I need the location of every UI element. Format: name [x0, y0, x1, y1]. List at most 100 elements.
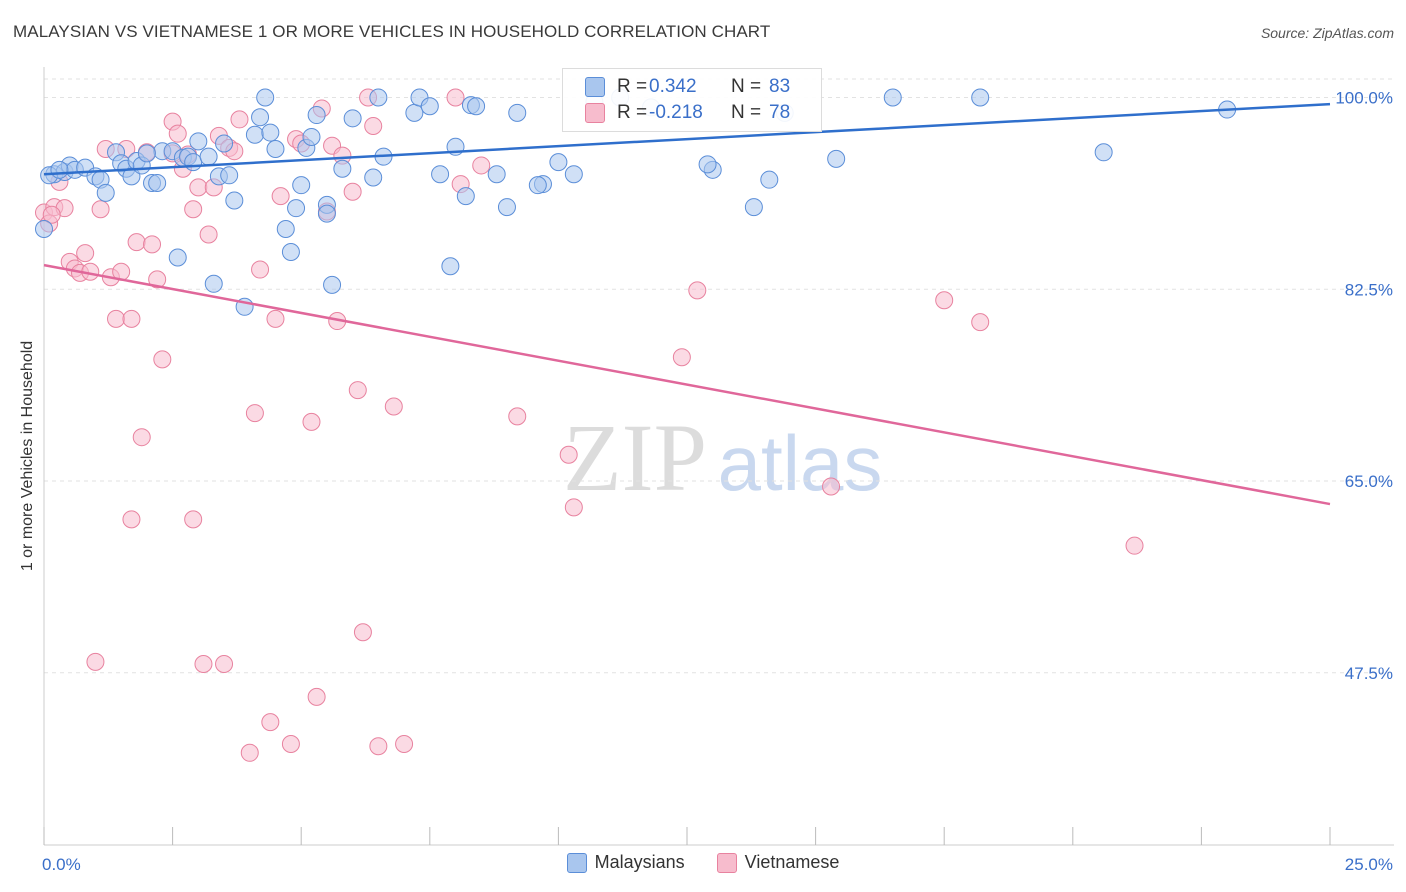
watermark-zip: ZIP	[563, 404, 707, 511]
vietnamese-point	[143, 235, 162, 254]
legend: Malaysians Vietnamese	[0, 852, 1406, 873]
vietnamese-point	[348, 381, 367, 400]
malaysian-point	[184, 153, 203, 172]
stats-row-malaysians: R = 0.342 N = 83	[585, 74, 790, 100]
n-label: N =	[731, 76, 762, 97]
malaysian-point	[256, 88, 275, 107]
malaysian-point	[292, 176, 311, 195]
vietnamese-point	[86, 652, 105, 671]
vietnamese-point	[369, 737, 388, 756]
malaysian-point	[364, 168, 383, 187]
malaysians-trend-line	[43, 102, 1331, 176]
vietnamese-point	[240, 743, 259, 762]
x-tick-label-max: 25.0%	[1345, 855, 1393, 874]
vietnamese-point	[199, 225, 218, 244]
malaysian-point	[369, 88, 388, 107]
vietnamese-point	[281, 735, 300, 754]
vietnamese-point	[251, 260, 270, 279]
vietnamese-point	[446, 88, 465, 107]
chart-title: MALAYSIAN VS VIETNAMESE 1 OR MORE VEHICL…	[13, 22, 771, 41]
malaysian-point	[564, 165, 583, 184]
malaysian-point	[276, 219, 295, 238]
malaysian-point	[744, 198, 763, 217]
trend-lines	[43, 102, 1331, 506]
malaysian-point	[343, 109, 362, 128]
vietnamese-point	[184, 510, 203, 529]
watermark-atlas: atlas	[718, 419, 883, 507]
malaysian-point	[215, 134, 234, 153]
vietnamese-point	[472, 156, 491, 175]
vietnamese-point	[353, 623, 372, 642]
malaysian-point	[204, 274, 223, 293]
malaysian-point	[441, 257, 460, 276]
vietnamese-point	[76, 244, 95, 263]
malaysian-point	[199, 147, 218, 166]
vietnamese-point	[688, 281, 707, 300]
r-label: R =	[617, 102, 648, 123]
vietnamese-point	[189, 178, 208, 197]
malaysian-point	[456, 187, 475, 206]
malaysian-point	[971, 88, 990, 107]
vietnamese-point	[971, 313, 990, 332]
n-value: 78	[769, 102, 791, 123]
vietnamese-point	[153, 350, 172, 369]
malaysian-point	[405, 103, 424, 122]
malaysian-point	[261, 123, 280, 142]
vietnamese-point	[184, 200, 203, 219]
y-tick-label: 65.0%	[1345, 472, 1393, 491]
malaysian-point	[528, 176, 547, 195]
vietnamese-point	[935, 291, 954, 310]
vietnamese-point	[395, 735, 414, 754]
r-label: R =	[617, 76, 648, 97]
malaysian-point	[698, 155, 717, 174]
vietnamese-point	[559, 445, 578, 464]
y-tick-label: 47.5%	[1345, 664, 1393, 683]
malaysian-point	[508, 103, 527, 122]
malaysian-point	[827, 149, 846, 168]
legend-item-vietnamese[interactable]: Vietnamese	[716, 852, 840, 873]
vietnamese-point	[343, 182, 362, 201]
vietnamese-point	[1125, 536, 1144, 555]
vietnamese-point	[384, 397, 403, 416]
vietnamese-point	[91, 200, 110, 219]
malaysian-point	[487, 165, 506, 184]
malaysian-point	[549, 153, 568, 172]
legend-item-malaysians[interactable]: Malaysians	[566, 852, 685, 873]
malaysian-point	[302, 127, 321, 146]
malaysian-point	[137, 144, 156, 163]
n-value: 83	[769, 76, 791, 97]
vietnamese-swatch	[716, 852, 737, 873]
vietnamese-point	[168, 124, 187, 143]
legend-label-vietnamese: Vietnamese	[744, 852, 840, 872]
vietnamese-point	[122, 309, 141, 328]
tick-labels: 47.5% 65.0% 82.5% 100.0% 0.0% 25.0%	[42, 89, 1393, 875]
malaysian-point	[245, 125, 264, 144]
x-tick-label-min: 0.0%	[42, 855, 81, 874]
vietnamese-point	[271, 187, 290, 206]
vietnamese-point	[307, 687, 326, 706]
vietnamese-point	[672, 348, 691, 367]
y-axis-title: 1 or more Vehicles in Household	[19, 340, 36, 572]
malaysian-point	[760, 170, 779, 189]
malaysian-point	[333, 159, 352, 178]
y-tick-label: 100.0%	[1335, 89, 1393, 108]
malaysian-point	[281, 243, 300, 262]
source-label: Source: ZipAtlas.com	[1260, 25, 1394, 41]
malaysians-swatch	[566, 852, 587, 873]
malaysians-stat-swatch	[585, 77, 605, 97]
malaysian-point	[225, 191, 244, 210]
malaysian-point	[287, 199, 306, 218]
legend-label-malaysians: Malaysians	[594, 852, 685, 872]
malaysian-point	[323, 275, 342, 294]
zipatlas-watermark: ZIP atlas	[563, 404, 882, 511]
vietnamese-point	[266, 309, 285, 328]
vietnamese-stat-swatch	[585, 103, 605, 123]
vietnamese-point	[215, 655, 234, 674]
vietnamese-point	[132, 428, 151, 447]
malaysian-point	[467, 97, 486, 116]
vietnamese-point	[302, 412, 321, 431]
malaysian-point	[220, 166, 239, 185]
stats-box: R = 0.342 N = 83 R = -0.218 N = 78	[562, 68, 822, 132]
malaysian-point	[883, 88, 902, 107]
